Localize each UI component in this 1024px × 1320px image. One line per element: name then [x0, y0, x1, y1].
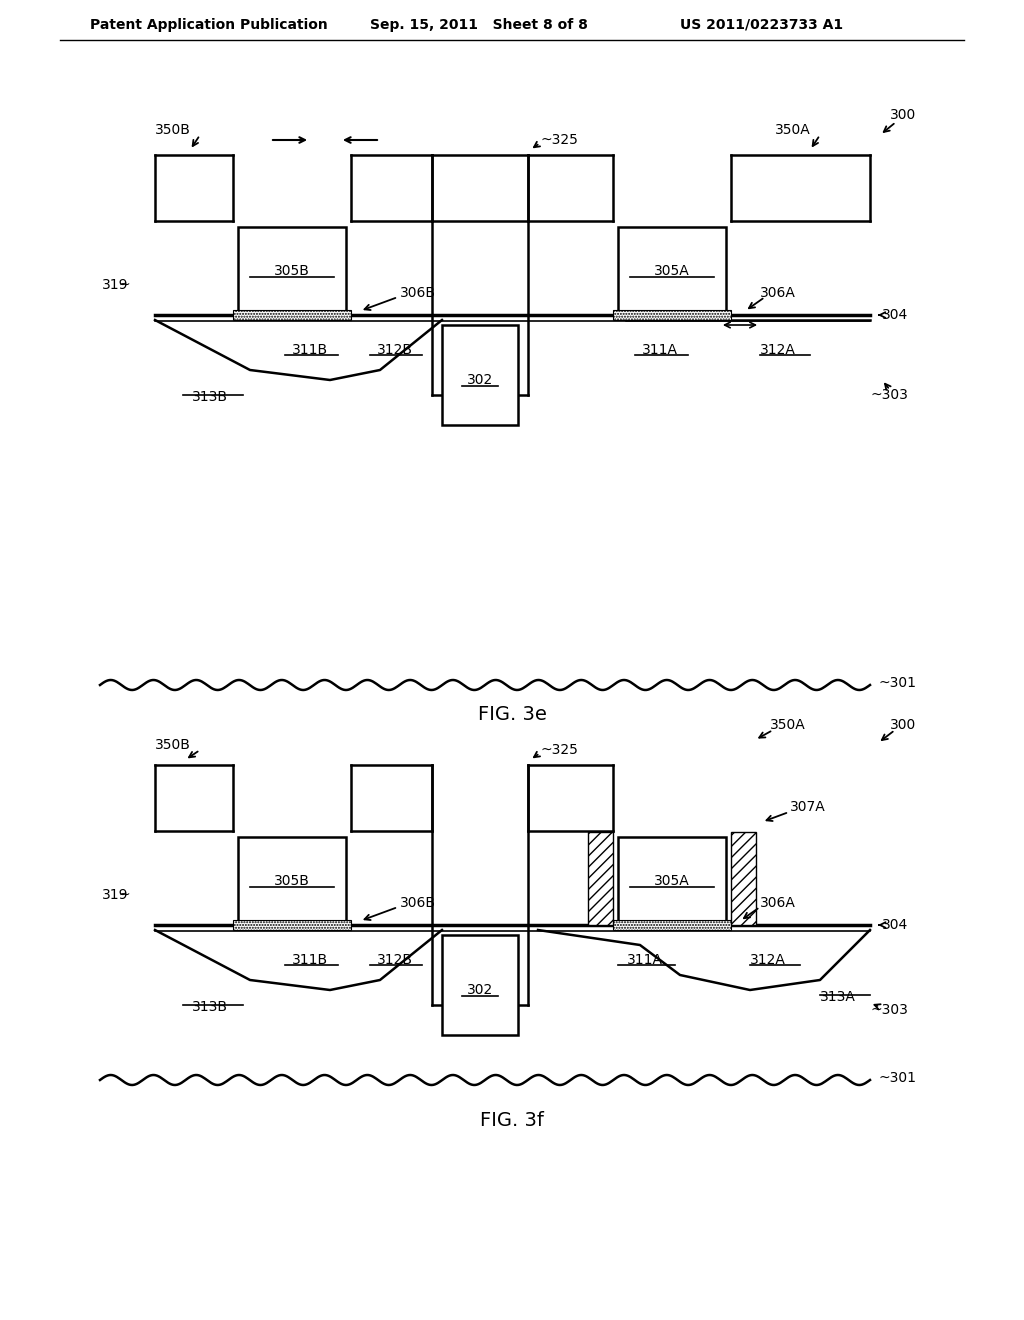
Text: ~301: ~301 [878, 676, 916, 690]
Text: Patent Application Publication: Patent Application Publication [90, 18, 328, 32]
Text: 305A: 305A [654, 264, 690, 279]
Text: 305B: 305B [274, 874, 310, 888]
Bar [613, 920, 731, 931]
Text: 304: 304 [882, 308, 908, 322]
Bar [618, 837, 726, 925]
Text: US 2011/0223733 A1: US 2011/0223733 A1 [680, 18, 843, 32]
Text: 302: 302 [467, 374, 494, 387]
Text: 311A: 311A [642, 343, 678, 356]
Text: 305B: 305B [274, 264, 310, 279]
Text: FIG. 3f: FIG. 3f [480, 1110, 544, 1130]
Text: ~: ~ [119, 888, 130, 902]
Bar [613, 310, 731, 319]
Text: 305A: 305A [654, 874, 690, 888]
Text: 312B: 312B [377, 343, 413, 356]
Text: 319: 319 [101, 888, 128, 902]
Text: 313A: 313A [820, 990, 856, 1005]
Bar [233, 310, 351, 319]
Text: 312A: 312A [760, 343, 796, 356]
Text: 300: 300 [890, 718, 916, 733]
Text: 302: 302 [467, 983, 494, 997]
Text: Sep. 15, 2011   Sheet 8 of 8: Sep. 15, 2011 Sheet 8 of 8 [370, 18, 588, 32]
Text: 304: 304 [882, 917, 908, 932]
Text: 350B: 350B [155, 738, 190, 752]
Text: 312B: 312B [377, 953, 413, 968]
Text: 319: 319 [101, 279, 128, 292]
Text: 306A: 306A [760, 896, 796, 909]
Text: 306B: 306B [400, 286, 436, 300]
Bar [238, 837, 346, 925]
Text: 307A: 307A [790, 800, 825, 814]
Text: ~325: ~325 [540, 133, 578, 147]
Bar [238, 227, 346, 315]
Text: 350A: 350A [775, 123, 811, 137]
Text: ~303: ~303 [870, 388, 908, 403]
Text: 312A: 312A [750, 953, 785, 968]
Text: 306A: 306A [760, 286, 796, 300]
Text: ~: ~ [119, 279, 130, 292]
Bar [442, 935, 518, 1035]
Text: 311B: 311B [292, 953, 328, 968]
Bar [588, 832, 613, 925]
Text: 350A: 350A [770, 718, 806, 733]
Bar [618, 227, 726, 315]
Text: ~303: ~303 [870, 1003, 908, 1016]
Text: 313B: 313B [193, 389, 228, 404]
Text: 350B: 350B [155, 123, 190, 137]
Text: 313B: 313B [193, 1001, 228, 1014]
Text: 306B: 306B [400, 896, 436, 909]
Text: 300: 300 [890, 108, 916, 121]
Bar [731, 832, 756, 925]
Text: ~325: ~325 [540, 743, 578, 756]
Text: FIG. 3e: FIG. 3e [477, 705, 547, 725]
Bar [442, 325, 518, 425]
Text: 311A: 311A [627, 953, 663, 968]
Bar [233, 920, 351, 931]
Text: ~301: ~301 [878, 1071, 916, 1085]
Text: 311B: 311B [292, 343, 328, 356]
